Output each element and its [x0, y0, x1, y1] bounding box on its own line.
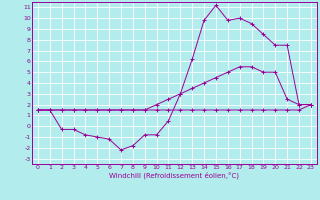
X-axis label: Windchill (Refroidissement éolien,°C): Windchill (Refroidissement éolien,°C) — [109, 172, 239, 179]
